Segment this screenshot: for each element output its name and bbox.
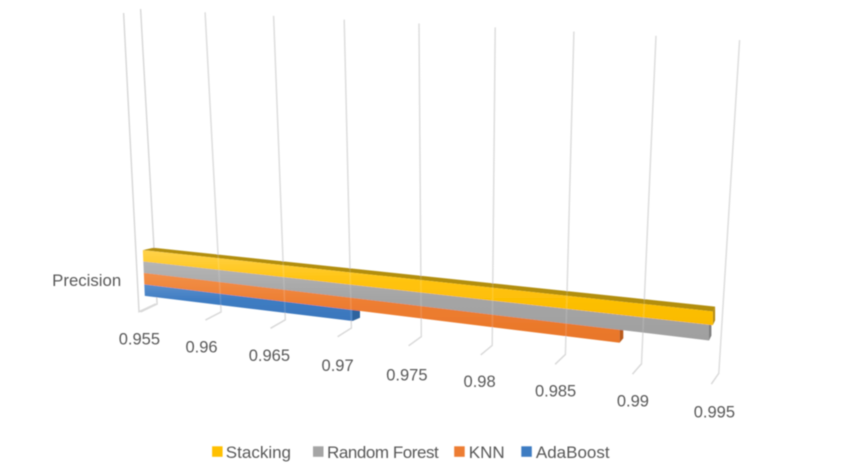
svg-text:0.97: 0.97: [322, 357, 354, 375]
svg-text:Random Forest: Random Forest: [327, 443, 439, 462]
svg-text:0.995: 0.995: [694, 404, 735, 422]
svg-text:0.99: 0.99: [617, 392, 649, 410]
svg-text:KNN: KNN: [469, 443, 505, 462]
svg-text:Stacking: Stacking: [226, 443, 291, 462]
svg-text:0.985: 0.985: [535, 383, 576, 401]
svg-text:0.98: 0.98: [464, 373, 496, 391]
svg-text:0.955: 0.955: [119, 331, 160, 349]
svg-text:0.975: 0.975: [386, 366, 427, 384]
svg-text:0.965: 0.965: [249, 347, 290, 365]
svg-text:0.96: 0.96: [185, 338, 217, 356]
svg-text:AdaBoost: AdaBoost: [536, 443, 610, 462]
svg-text:Precision: Precision: [52, 271, 121, 290]
